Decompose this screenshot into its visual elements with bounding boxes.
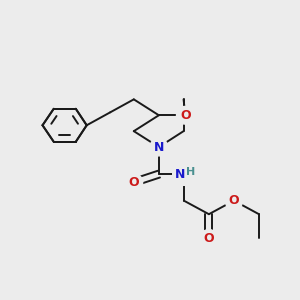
Text: O: O: [128, 176, 139, 189]
Circle shape: [176, 106, 194, 124]
Circle shape: [225, 192, 243, 209]
Text: N: N: [175, 168, 185, 181]
Circle shape: [150, 138, 168, 156]
Text: H: H: [186, 167, 195, 177]
Circle shape: [125, 174, 142, 191]
Text: O: O: [229, 194, 239, 207]
Text: N: N: [154, 141, 164, 154]
Circle shape: [173, 163, 195, 185]
Circle shape: [200, 230, 218, 247]
Text: O: O: [204, 232, 214, 245]
Text: O: O: [180, 109, 190, 122]
